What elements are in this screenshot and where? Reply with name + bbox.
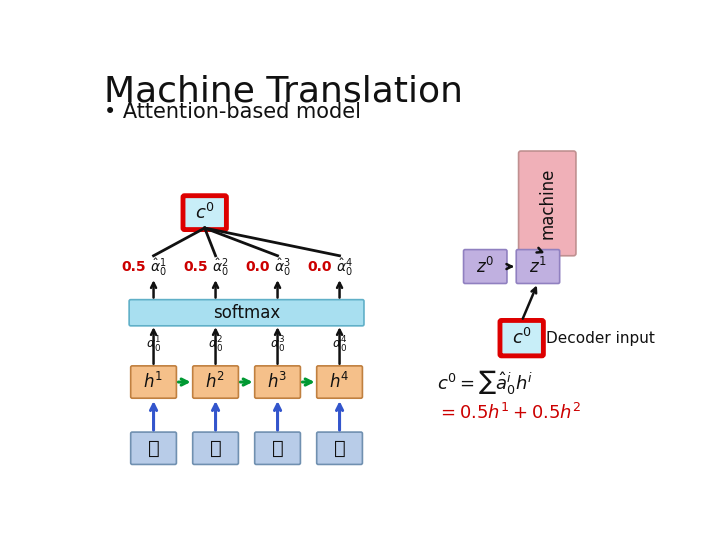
Text: 習: 習 (333, 439, 346, 458)
Text: $c^0$: $c^0$ (512, 328, 531, 348)
Text: • Attention-based model: • Attention-based model (104, 102, 361, 122)
Text: $\alpha_0^2$: $\alpha_0^2$ (208, 335, 223, 355)
FancyBboxPatch shape (255, 366, 300, 398)
FancyBboxPatch shape (317, 366, 362, 398)
Text: $= 0.5h^1 + 0.5h^2$: $= 0.5h^1 + 0.5h^2$ (437, 403, 582, 423)
FancyBboxPatch shape (183, 195, 226, 230)
FancyBboxPatch shape (129, 300, 364, 326)
FancyBboxPatch shape (255, 432, 300, 464)
Text: $\hat{\alpha}_0^2$: $\hat{\alpha}_0^2$ (212, 255, 229, 278)
FancyBboxPatch shape (193, 366, 238, 398)
FancyBboxPatch shape (193, 432, 238, 464)
Text: $\hat{\alpha}_0^4$: $\hat{\alpha}_0^4$ (336, 255, 354, 278)
Text: 0.0: 0.0 (307, 260, 332, 274)
Text: softmax: softmax (213, 303, 280, 322)
Text: $\alpha_0^1$: $\alpha_0^1$ (145, 335, 161, 355)
FancyBboxPatch shape (131, 432, 176, 464)
Text: 器: 器 (210, 439, 222, 458)
Text: $\alpha_0^4$: $\alpha_0^4$ (332, 335, 348, 355)
Text: 機: 機 (148, 439, 159, 458)
Text: $h^2$: $h^2$ (205, 372, 225, 392)
FancyBboxPatch shape (518, 151, 576, 256)
Text: $z^1$: $z^1$ (529, 256, 547, 276)
Text: machine: machine (539, 168, 557, 239)
FancyBboxPatch shape (464, 249, 507, 284)
FancyBboxPatch shape (500, 320, 544, 356)
FancyBboxPatch shape (317, 432, 362, 464)
Text: 0.5: 0.5 (183, 260, 208, 274)
Text: $c^0$: $c^0$ (194, 202, 215, 222)
Text: $h^4$: $h^4$ (329, 372, 350, 392)
Text: 0.0: 0.0 (246, 260, 270, 274)
Text: Machine Translation: Machine Translation (104, 75, 463, 109)
Text: $c^0 = \sum \hat{a}_0^i h^i$: $c^0 = \sum \hat{a}_0^i h^i$ (437, 368, 534, 396)
Text: $\alpha_0^3$: $\alpha_0^3$ (270, 335, 285, 355)
Text: $z^0$: $z^0$ (476, 256, 495, 276)
Text: Decoder input: Decoder input (546, 330, 655, 346)
Text: $\hat{\alpha}_0^1$: $\hat{\alpha}_0^1$ (150, 255, 167, 278)
Text: $h^1$: $h^1$ (143, 372, 163, 392)
FancyBboxPatch shape (516, 249, 559, 284)
Text: $h^3$: $h^3$ (267, 372, 288, 392)
Text: 0.5: 0.5 (121, 260, 145, 274)
FancyBboxPatch shape (131, 366, 176, 398)
Text: 學: 學 (271, 439, 284, 458)
Text: $\hat{\alpha}_0^3$: $\hat{\alpha}_0^3$ (274, 255, 291, 278)
